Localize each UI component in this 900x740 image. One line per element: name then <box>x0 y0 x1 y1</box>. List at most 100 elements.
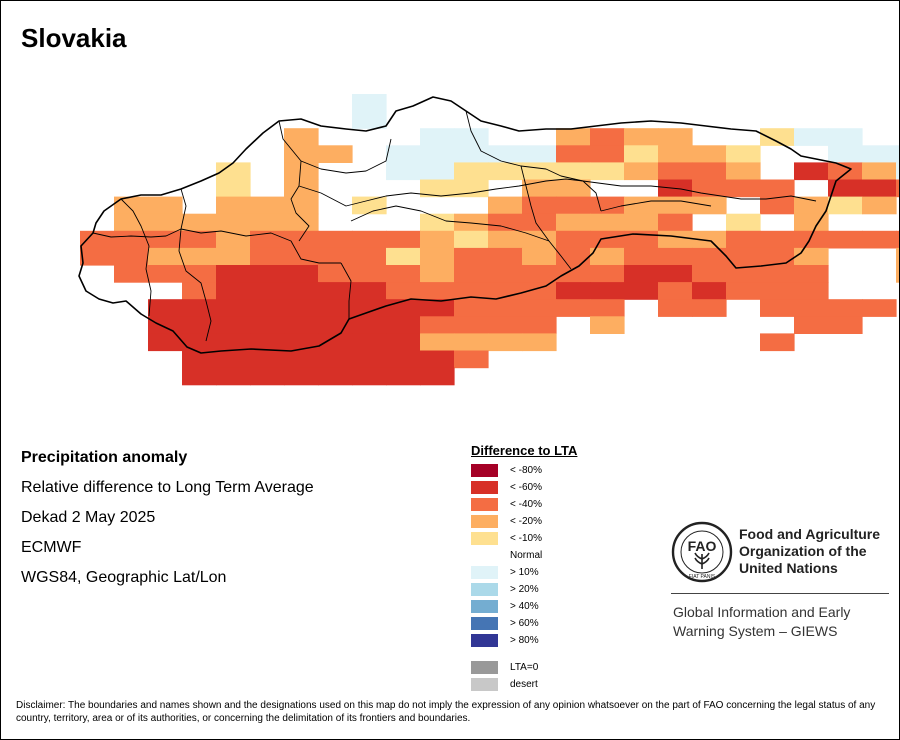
legend-item: < -20% <box>471 513 577 530</box>
grid-cell <box>488 145 523 163</box>
grid-cell <box>250 196 285 215</box>
grid-cell <box>624 213 659 232</box>
grid-cell <box>148 213 183 232</box>
grid-cell <box>250 367 285 386</box>
grid-cell <box>250 282 285 300</box>
giews-name: Global Information and Early Warning Sys… <box>673 603 893 641</box>
info-period: Dekad 2 May 2025 <box>21 509 156 526</box>
grid-cell <box>284 179 319 198</box>
anomaly-grid <box>80 94 899 386</box>
grid-cell <box>726 213 761 232</box>
grid-cell <box>420 230 455 249</box>
grid-cell <box>590 230 625 249</box>
grid-cell <box>522 316 557 334</box>
grid-cell <box>760 230 795 249</box>
grid-cell <box>794 316 829 334</box>
grid-cell <box>182 230 217 249</box>
grid-cell <box>352 350 387 369</box>
grid-cell <box>624 247 659 266</box>
grid-cell <box>250 333 285 352</box>
legend-extra: LTA=0 desert <box>471 659 577 693</box>
grid-cell <box>692 247 727 266</box>
grid-cell <box>658 230 693 249</box>
grid-cell <box>522 282 557 300</box>
grid-cell <box>794 230 829 249</box>
grid-cell <box>896 247 899 266</box>
grid-cell <box>182 299 217 317</box>
grid-cell <box>692 145 727 163</box>
info-source: ECMWF <box>21 539 82 556</box>
grid-cell <box>284 316 319 334</box>
grid-cell <box>556 128 591 146</box>
grid-cell <box>386 367 421 386</box>
legend-label: LTA=0 <box>510 662 539 673</box>
grid-cell <box>80 247 115 266</box>
info-description: Relative difference to Long Term Average <box>21 479 314 496</box>
grid-cell <box>386 350 421 369</box>
grid-cell <box>318 299 353 317</box>
grid-cell <box>318 333 353 352</box>
grid-cell <box>522 213 557 232</box>
grid-cell <box>284 213 319 232</box>
grid-cell <box>896 162 899 181</box>
grid-cell <box>896 230 899 249</box>
grid-cell <box>726 265 761 283</box>
grid-cell <box>590 265 625 283</box>
grid-cell <box>216 282 251 300</box>
grid-cell <box>182 213 217 232</box>
grid-cell <box>250 247 285 266</box>
grid-cell <box>692 299 727 317</box>
grid-cell <box>692 265 727 283</box>
grid-cell <box>284 128 319 146</box>
grid-cell <box>352 265 387 283</box>
grid-cell <box>114 247 149 266</box>
grid-cell <box>556 179 591 198</box>
legend-item: > 60% <box>471 615 577 632</box>
fao-divider <box>671 593 889 594</box>
grid-cell <box>318 350 353 369</box>
grid-cell <box>760 179 795 198</box>
grid-cell <box>828 196 863 215</box>
grid-cell <box>148 230 183 249</box>
grid-cell <box>114 196 149 215</box>
legend-item: > 80% <box>471 632 577 649</box>
grid-cell <box>726 230 761 249</box>
grid-cell <box>488 196 523 215</box>
legend-item: < -60% <box>471 479 577 496</box>
grid-cell <box>386 333 421 352</box>
grid-cell <box>624 162 659 181</box>
grid-cell <box>556 213 591 232</box>
grid-cell <box>522 196 557 215</box>
grid-cell <box>692 282 727 300</box>
grid-cell <box>420 299 455 317</box>
grid-cell <box>590 162 625 181</box>
grid-cell <box>284 333 319 352</box>
grid-cell <box>896 265 899 283</box>
grid-cell <box>420 333 455 352</box>
legend-swatch <box>471 661 498 674</box>
grid-cell <box>284 299 319 317</box>
legend-item: > 10% <box>471 564 577 581</box>
grid-cell <box>828 316 863 334</box>
grid-cell <box>488 333 523 352</box>
grid-cell <box>386 145 421 163</box>
grid-cell <box>352 333 387 352</box>
grid-cell <box>216 316 251 334</box>
legend: Difference to LTA < -80% < -60% < -40% <… <box>471 443 577 693</box>
internal-boundaries <box>92 110 817 342</box>
grid-cell <box>590 316 625 334</box>
grid-cell <box>760 128 795 146</box>
grid-cell <box>556 145 591 163</box>
grid-cell <box>488 299 523 317</box>
legend-item: desert <box>471 676 577 693</box>
grid-cell <box>862 179 897 198</box>
grid-cell <box>624 230 659 249</box>
grid-cell <box>182 350 217 369</box>
grid-cell <box>386 265 421 283</box>
grid-cell <box>658 196 693 215</box>
legend-label: < -10% <box>510 533 542 544</box>
grid-cell <box>658 265 693 283</box>
fao-name-line: United Nations <box>739 560 838 576</box>
legend-swatch <box>471 464 498 477</box>
